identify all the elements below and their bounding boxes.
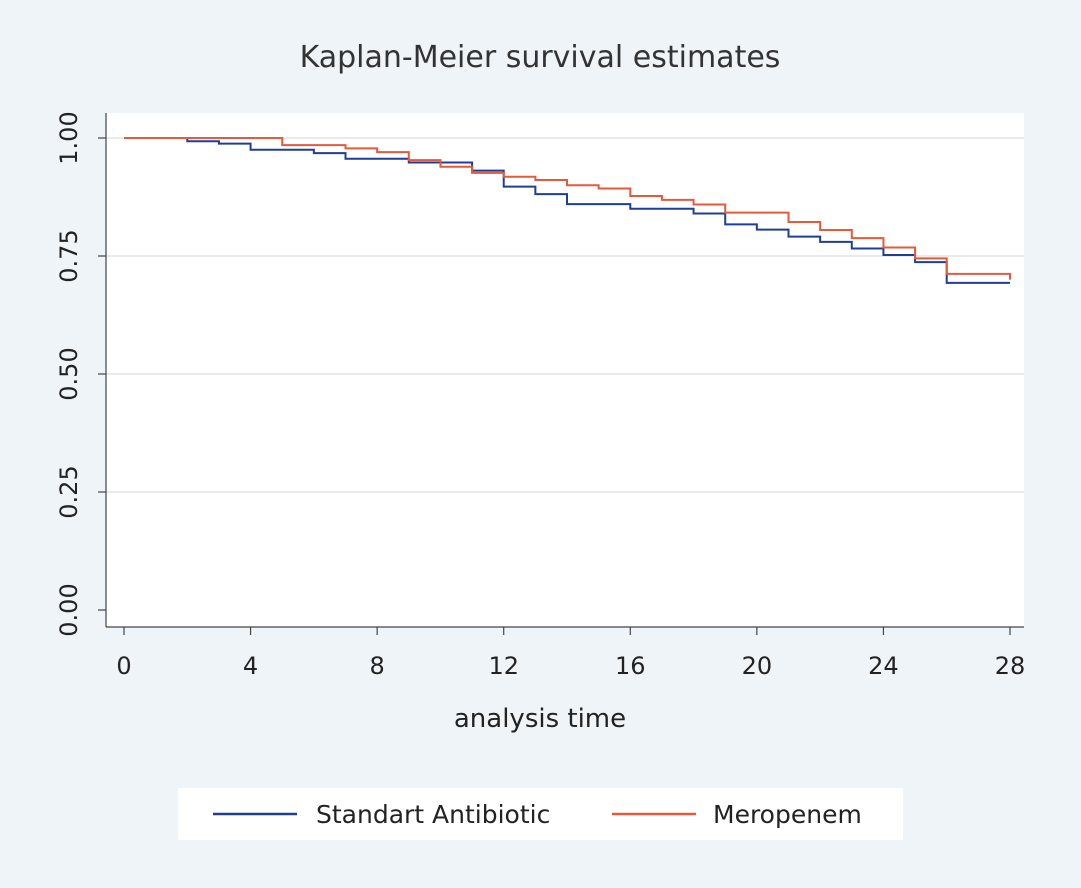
legend-label: Standart Antibiotic xyxy=(316,800,550,829)
x-tick-label: 28 xyxy=(995,652,1026,680)
series-line-standart-antibiotic xyxy=(124,137,1010,284)
y-tick-label: 0.00 xyxy=(55,583,83,636)
x-tick-label: 8 xyxy=(370,652,385,680)
legend-box xyxy=(178,788,903,840)
x-tick-label: 12 xyxy=(488,652,519,680)
y-tick-label: 0.75 xyxy=(55,229,83,282)
series-lines xyxy=(124,137,1011,284)
legend: Standart Antibiotic Meropenem xyxy=(178,788,903,840)
y-axis-ticks: 0.00 0.25 0.50 0.75 1.00 xyxy=(55,111,106,637)
y-tick-label: 0.50 xyxy=(55,347,83,400)
x-axis-label: analysis time xyxy=(454,704,626,734)
y-tick-label: 0.25 xyxy=(55,465,83,518)
x-tick-label: 20 xyxy=(742,652,773,680)
x-tick-label: 16 xyxy=(615,652,646,680)
plot-area xyxy=(106,113,1024,627)
x-axis-ticks: 0 4 8 12 16 20 24 28 xyxy=(116,627,1025,680)
x-tick-label: 0 xyxy=(116,652,131,680)
legend-label: Meropenem xyxy=(713,800,862,829)
chart-title: Kaplan-Meier survival estimates xyxy=(300,40,781,75)
x-tick-label: 24 xyxy=(868,652,899,680)
series-line-meropenem xyxy=(124,137,1011,280)
axes xyxy=(105,113,1024,628)
x-tick-label: 4 xyxy=(243,652,258,680)
y-tick-label: 1.00 xyxy=(55,111,83,164)
